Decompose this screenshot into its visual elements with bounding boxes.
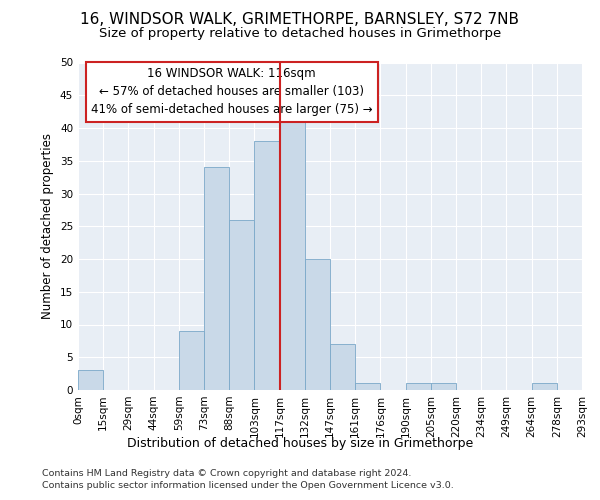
Bar bbox=[431, 384, 456, 390]
Text: Distribution of detached houses by size in Grimethorpe: Distribution of detached houses by size … bbox=[127, 438, 473, 450]
Text: 16 WINDSOR WALK: 116sqm
← 57% of detached houses are smaller (103)
41% of semi-d: 16 WINDSOR WALK: 116sqm ← 57% of detache… bbox=[91, 68, 373, 116]
Text: 16, WINDSOR WALK, GRIMETHORPE, BARNSLEY, S72 7NB: 16, WINDSOR WALK, GRIMETHORPE, BARNSLEY,… bbox=[80, 12, 520, 28]
Text: Size of property relative to detached houses in Grimethorpe: Size of property relative to detached ho… bbox=[99, 28, 501, 40]
Bar bbox=[204, 168, 229, 390]
Bar bbox=[305, 259, 330, 390]
Bar bbox=[406, 384, 431, 390]
Bar bbox=[254, 141, 280, 390]
Text: Contains HM Land Registry data © Crown copyright and database right 2024.: Contains HM Land Registry data © Crown c… bbox=[42, 469, 412, 478]
Bar bbox=[355, 384, 380, 390]
Bar bbox=[280, 122, 305, 390]
Bar bbox=[532, 384, 557, 390]
Bar bbox=[179, 331, 204, 390]
Bar bbox=[78, 370, 103, 390]
Text: Contains public sector information licensed under the Open Government Licence v3: Contains public sector information licen… bbox=[42, 481, 454, 490]
Bar bbox=[330, 344, 355, 390]
Bar bbox=[229, 220, 254, 390]
Y-axis label: Number of detached properties: Number of detached properties bbox=[41, 133, 55, 320]
